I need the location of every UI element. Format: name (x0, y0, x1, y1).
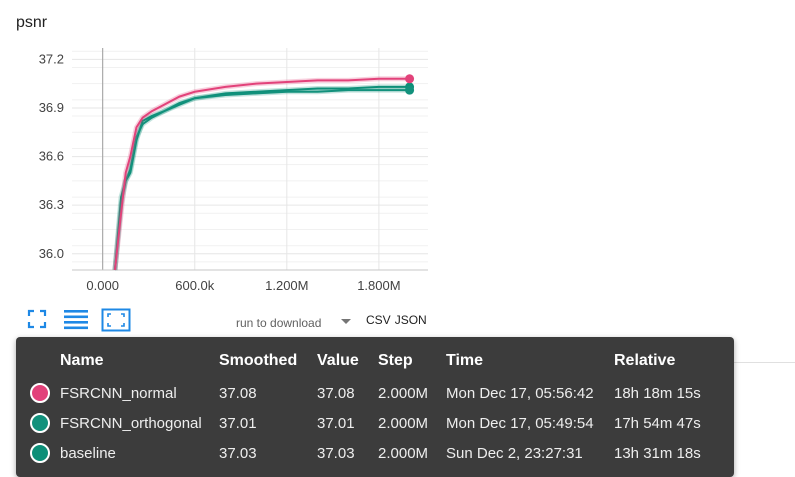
fit-domain-icon (101, 308, 131, 332)
header-name: Name (60, 352, 104, 369)
header-relative: Relative (614, 352, 676, 369)
csv-link[interactable]: CSV (366, 313, 391, 327)
raw-value: 37.08 (317, 384, 355, 402)
download-links: CSV JSON (366, 313, 431, 327)
x-tick-label: 1.200M (265, 278, 308, 293)
smoothed-value: 37.08 (219, 384, 257, 402)
chart-title: psnr (16, 14, 48, 31)
raw-value: 37.03 (317, 444, 355, 462)
dropdown-arrow-icon[interactable] (341, 319, 351, 324)
relative-value: 18h 18m 15s (614, 384, 701, 402)
y-tick-label: 36.3 (39, 197, 64, 212)
y-tick-label: 37.2 (39, 51, 64, 66)
smoothed-value: 37.03 (219, 444, 257, 462)
step-value: 2.000M (378, 414, 429, 432)
divider (734, 362, 795, 363)
raw-value: 37.01 (317, 414, 355, 432)
psnr-chart[interactable]: 36.0 36.3 36.6 36.9 37.2 0.000 600.0k 1.200M 1.8… (0, 0, 795, 300)
list-lines-icon (64, 310, 88, 330)
series-endpoint-FSRCNN_orthogonal (405, 85, 415, 95)
series-line-FSRCNN_orthogonal (113, 89, 410, 271)
run-color-swatch (30, 443, 50, 463)
fullscreen-icon (27, 309, 47, 329)
step-value: 2.000M (378, 444, 429, 462)
fullscreen-button[interactable] (26, 308, 48, 330)
run-color-swatch (30, 413, 50, 433)
header-smoothed: Smoothed (219, 352, 298, 369)
json-link[interactable]: JSON (394, 313, 427, 327)
series-line-FSRCNN_normal (113, 77, 410, 271)
time-value: Mon Dec 17, 05:56:42 (446, 384, 594, 402)
table-row: FSRCNN_normal 37.08 37.08 2.000M Mon Dec… (30, 378, 709, 408)
run-name: baseline (60, 444, 116, 462)
x-tick-label: 600.0k (175, 278, 215, 293)
relative-value: 13h 31m 18s (614, 444, 701, 462)
series-raw-FSRCNN_orthogonal (112, 87, 410, 271)
relative-value: 17h 54m 47s (614, 414, 701, 432)
step-value: 2.000M (378, 384, 429, 402)
download-run-select[interactable]: run to download (236, 316, 322, 330)
table-row: baseline 37.03 37.03 2.000M Sun Dec 2, 2… (30, 438, 709, 468)
run-name: FSRCNN_orthogonal (60, 414, 202, 432)
series-endpoint-FSRCNN_normal (405, 74, 415, 84)
smoothed-value: 37.01 (219, 414, 257, 432)
y-tick-label: 36.0 (39, 246, 64, 261)
table-row: FSRCNN_orthogonal 37.01 37.01 2.000M Mon… (30, 408, 709, 438)
run-name: FSRCNN_normal (60, 384, 177, 402)
header-step: Step (378, 352, 413, 369)
header-value: Value (317, 352, 359, 369)
x-tick-label: 0.000 (86, 278, 119, 293)
fit-domain-button[interactable] (101, 308, 131, 332)
chart-tooltip: Name Smoothed Value Step Time Relative F… (16, 337, 734, 477)
run-color-swatch (30, 383, 50, 403)
tooltip-table: Name Smoothed Value Step Time Relative F… (30, 347, 709, 468)
time-value: Mon Dec 17, 05:49:54 (446, 414, 594, 432)
time-value: Sun Dec 2, 23:27:31 (446, 444, 583, 462)
x-tick-label: 1.800M (357, 278, 400, 293)
header-time: Time (446, 352, 484, 369)
y-tick-label: 36.6 (39, 149, 64, 164)
y-tick-label: 36.9 (39, 100, 64, 115)
toggle-log-scale-button[interactable] (63, 308, 89, 330)
